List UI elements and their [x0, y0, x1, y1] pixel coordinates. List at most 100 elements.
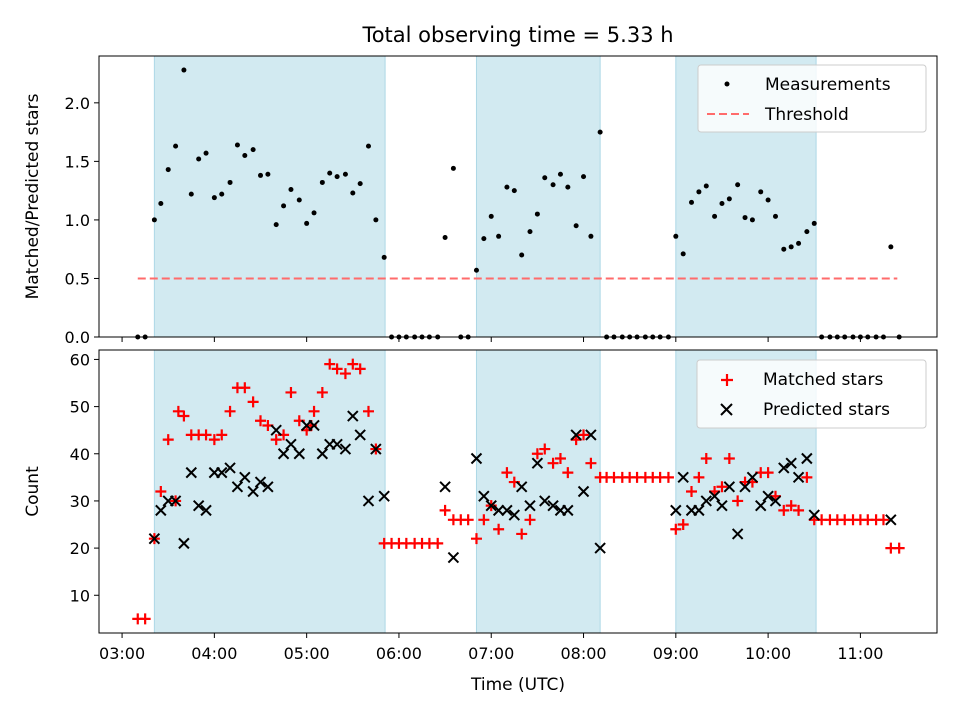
predicted-star-marker	[478, 490, 490, 502]
matched-star-marker	[470, 533, 482, 545]
matched-star-marker	[893, 542, 905, 554]
matched-star-marker	[224, 405, 236, 417]
measurement-point	[496, 233, 502, 239]
matched-star-marker	[539, 443, 551, 455]
ratio-plot-frame	[98, 55, 938, 338]
predicted-star-marker	[192, 499, 205, 512]
measurement-point	[527, 229, 533, 235]
measurement-point	[519, 252, 525, 258]
matched-star-marker	[247, 396, 259, 408]
measurement-point	[758, 189, 764, 195]
measurement-point	[311, 210, 317, 216]
measurement-point	[557, 171, 563, 177]
predicted-star-marker	[594, 542, 606, 554]
measurement-point	[234, 142, 240, 148]
predicted-star-marker	[293, 448, 305, 460]
y-tick-label: 20	[70, 539, 90, 558]
matched-star-marker	[270, 434, 282, 446]
matched-star-marker	[801, 471, 813, 483]
predicted-star-marker	[524, 499, 536, 512]
matched-star-marker	[162, 434, 174, 446]
measurement-point	[450, 165, 456, 171]
predicted-star-marker	[723, 481, 736, 493]
predicted-star-marker	[285, 438, 297, 451]
matched-star-marker	[354, 363, 366, 375]
matched-star-marker	[339, 368, 351, 380]
ratio-legend: Measurements Threshold	[697, 64, 927, 133]
ratio-y-label: Matched/Predicted stars	[23, 93, 43, 299]
measurement-point	[680, 251, 686, 257]
measurement-point	[696, 189, 702, 195]
matched-star-marker	[285, 386, 297, 398]
measurement-point	[296, 197, 302, 203]
legend-matched: Matched stars	[763, 370, 883, 390]
predicted-star-marker	[378, 490, 390, 502]
predicted-star-marker	[501, 504, 513, 517]
matched-star-marker	[778, 504, 790, 516]
measurement-point	[319, 179, 325, 185]
predicted-star-marker	[439, 481, 451, 493]
figure-title: Total observing time = 5.33 h	[361, 23, 673, 47]
legend-threshold: Threshold	[764, 105, 849, 125]
predicted-star-marker	[585, 429, 597, 441]
predicted-star-marker	[231, 481, 244, 493]
measurement-point	[796, 240, 802, 246]
predicted-star-marker	[531, 457, 544, 469]
measurement-point	[597, 129, 603, 135]
measurement-point	[481, 236, 487, 242]
measurement-point	[573, 223, 579, 229]
x-tick-label: 03:00	[99, 644, 145, 663]
predicted-star-marker	[716, 499, 728, 512]
y-tick-label: 0.0	[65, 328, 90, 347]
measurement-point	[565, 184, 571, 190]
measurement-point	[581, 174, 587, 180]
predicted-star-marker	[708, 490, 721, 502]
predicted-star-marker	[270, 424, 282, 436]
matched-star-marker	[239, 382, 251, 394]
predicted-star-marker	[362, 495, 375, 507]
measurement-point	[742, 215, 748, 221]
predicted-star-marker	[547, 499, 559, 512]
measurement-point	[542, 175, 548, 181]
predicted-star-marker	[570, 429, 582, 441]
predicted-star-marker	[470, 452, 483, 465]
measurement-point	[357, 181, 363, 187]
measurement-point	[365, 143, 371, 149]
predicted-star-marker	[277, 448, 290, 460]
observing-band	[476, 350, 601, 633]
legend-predicted-marker	[720, 403, 733, 416]
x-tick-label: 11:00	[837, 644, 883, 663]
matched-star-marker	[877, 514, 889, 526]
ratio-y-axis: 0.0 0.5 1.0 1.5 2.0	[65, 94, 99, 347]
matched-star-marker	[547, 457, 559, 469]
predicted-star-marker	[216, 466, 228, 479]
predicted-star-marker	[354, 429, 366, 441]
matched-star-marker	[578, 429, 590, 441]
count-y-label: Count	[23, 466, 43, 517]
predicted-star-marker	[562, 504, 574, 517]
matched-star-marker	[716, 481, 728, 493]
observing-band	[154, 56, 386, 337]
x-tick-label: 08:00	[560, 644, 606, 663]
measurement-point	[712, 213, 718, 219]
predicted-star-marker	[755, 499, 767, 512]
predicted-star-marker	[185, 466, 197, 479]
measurement-point	[342, 171, 348, 177]
y-tick-label: 1.0	[65, 211, 90, 230]
predicted-star-marker	[778, 462, 790, 474]
x-tick-label: 06:00	[376, 644, 422, 663]
measurement-point	[749, 217, 755, 223]
predicted-star-marker	[224, 462, 236, 474]
predicted-star-marker	[670, 504, 682, 517]
measurement-point	[151, 217, 157, 223]
predicted-star-marker	[178, 537, 190, 550]
predicted-star-marker	[885, 514, 897, 526]
matched-star-marker	[562, 467, 574, 479]
x-tick-label: 09:00	[653, 644, 699, 663]
measurement-point	[442, 234, 448, 240]
measurement-point	[242, 153, 248, 159]
measurement-point	[772, 213, 778, 219]
count-y-axis: 10 20 30 40 50 60	[70, 350, 99, 605]
matched-star-marker	[255, 415, 267, 427]
matched-star-marker	[677, 519, 689, 531]
